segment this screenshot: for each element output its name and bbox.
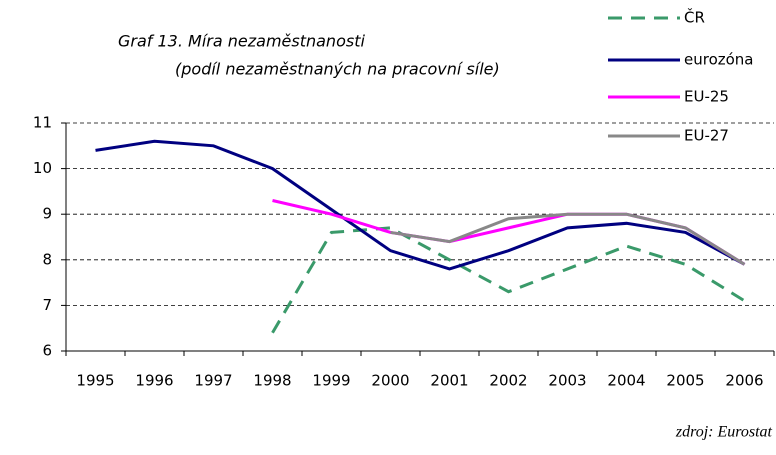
x-tick-label: 2004: [607, 372, 645, 390]
chart-title: Graf 13. Míra nezaměstnanosti: [118, 32, 365, 51]
x-tick-label: 2006: [725, 372, 763, 390]
x-tick-label: 1995: [76, 372, 114, 390]
x-tick-label: 2003: [548, 372, 586, 390]
x-tick-label: 1998: [253, 372, 291, 390]
legend-label: EU-27: [684, 127, 729, 145]
x-tick-label: 1999: [312, 372, 350, 390]
y-tick-label: 6: [42, 342, 52, 360]
x-tick-label: 1997: [194, 372, 232, 390]
x-tick-label: 2001: [430, 372, 468, 390]
x-tick-label: 2005: [666, 372, 704, 390]
legend-label: EU-25: [684, 88, 729, 106]
x-tick-label: 2002: [489, 372, 527, 390]
legend-label: eurozóna: [684, 51, 754, 69]
series-line: [390, 212, 746, 266]
y-tick-label: 7: [42, 296, 52, 314]
series-line: [271, 226, 746, 334]
source: zdroj: Eurostat: [675, 424, 773, 441]
y-tick-label: 8: [42, 250, 52, 268]
x-tick-label: 2000: [371, 372, 409, 390]
y-tick-label: 11: [33, 114, 52, 132]
series-line: [95, 139, 746, 271]
y-tick-label: 9: [42, 205, 52, 223]
y-tick-label: 10: [33, 159, 52, 177]
chart-subtitle: (podíl nezaměstnaných na pracovní síle): [175, 60, 500, 79]
x-tick-label: 1996: [135, 372, 173, 390]
legend-label: ČR: [684, 8, 705, 27]
